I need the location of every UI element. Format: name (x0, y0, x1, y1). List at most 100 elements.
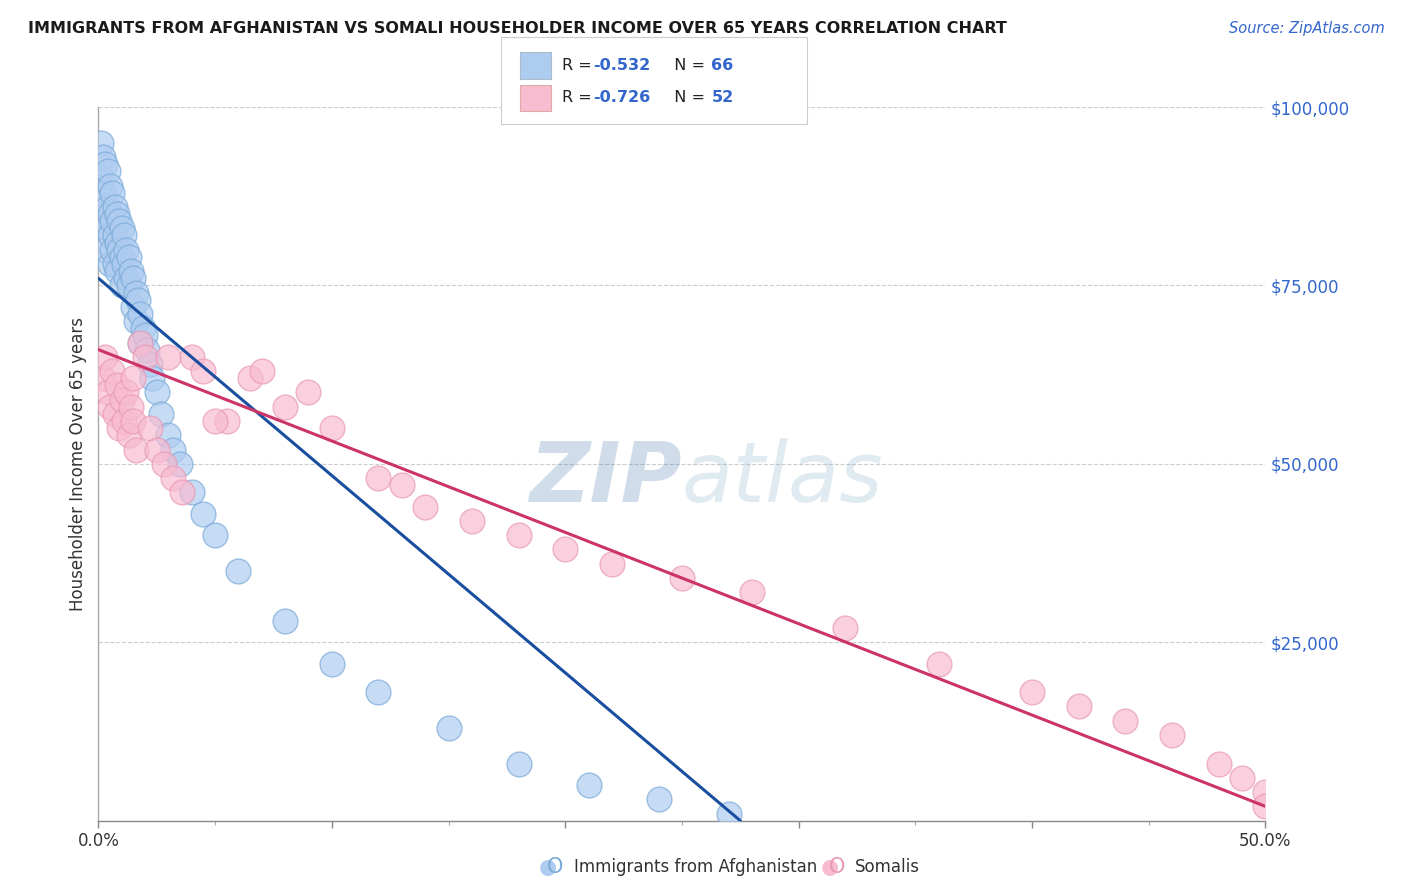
Text: O: O (828, 857, 845, 877)
Point (104, 228, 127, 243)
Point (928, 657, 950, 671)
Point (90, 171, 112, 186)
Point (1254, 785, 1277, 799)
Point (129, 335, 152, 350)
Point (94, 193, 117, 207)
Point (1161, 728, 1184, 742)
Point (118, 278, 141, 293)
Point (115, 243, 138, 257)
Point (122, 414, 145, 428)
Point (413, 500, 436, 514)
Point (741, 585, 763, 599)
Point (1230, 771, 1253, 785)
Text: O: O (547, 857, 564, 877)
Point (578, 778, 600, 792)
Text: R =: R = (562, 58, 598, 73)
Point (98, 257, 121, 271)
Point (129, 335, 152, 350)
Text: Somalis: Somalis (855, 858, 920, 876)
Point (193, 507, 215, 521)
Point (1114, 714, 1136, 728)
Text: 52: 52 (711, 90, 734, 105)
Point (239, 371, 262, 385)
Point (122, 371, 145, 385)
Point (367, 471, 389, 485)
Point (180, 350, 202, 364)
Text: Source: ZipAtlas.com: Source: ZipAtlas.com (1229, 21, 1385, 36)
Point (97, 221, 120, 235)
Point (1208, 756, 1230, 771)
Point (250, 364, 273, 378)
Point (132, 321, 155, 335)
Point (157, 428, 180, 442)
Point (105, 235, 128, 250)
Text: atlas: atlas (682, 438, 883, 518)
Point (169, 457, 191, 471)
Point (97, 200, 120, 214)
Text: Immigrants from Afghanistan: Immigrants from Afghanistan (574, 858, 817, 876)
Point (215, 414, 238, 428)
Point (97, 164, 120, 178)
Text: -0.726: -0.726 (593, 90, 651, 105)
Point (391, 478, 413, 492)
Point (97, 385, 120, 400)
Point (120, 264, 142, 278)
Text: ●: ● (821, 857, 838, 877)
Text: N =: N = (664, 58, 710, 73)
Point (1021, 685, 1043, 699)
Point (437, 721, 460, 735)
Point (115, 271, 138, 285)
Text: -0.532: -0.532 (593, 58, 651, 73)
Point (172, 485, 194, 500)
Point (108, 421, 131, 435)
Point (193, 364, 215, 378)
Text: ●: ● (540, 857, 557, 877)
Point (139, 357, 162, 371)
Point (122, 300, 145, 314)
Point (321, 657, 343, 671)
Point (129, 307, 152, 321)
Point (112, 228, 135, 243)
Point (152, 457, 174, 471)
Point (508, 528, 530, 542)
Point (141, 371, 163, 385)
Point (98, 207, 121, 221)
Point (101, 243, 124, 257)
Point (108, 243, 131, 257)
Point (105, 378, 128, 392)
Point (274, 400, 297, 414)
Point (162, 471, 184, 485)
Point (104, 257, 127, 271)
Point (554, 542, 576, 557)
Point (274, 614, 297, 628)
Text: N =: N = (664, 90, 710, 105)
Point (111, 221, 134, 235)
Point (104, 200, 127, 214)
Point (111, 392, 134, 407)
Point (127, 293, 149, 307)
Point (647, 792, 669, 806)
Point (91, 186, 114, 200)
Point (98, 228, 121, 243)
Point (180, 485, 202, 500)
Point (105, 207, 128, 221)
Point (91, 150, 114, 164)
Y-axis label: Householder Income Over 65 years: Householder Income Over 65 years (69, 317, 87, 611)
Text: R =: R = (562, 90, 598, 105)
Point (1254, 799, 1277, 814)
Point (94, 350, 117, 364)
Point (105, 264, 128, 278)
Text: 66: 66 (711, 58, 734, 73)
Point (94, 243, 117, 257)
Point (125, 314, 148, 328)
Point (101, 186, 124, 200)
Point (134, 328, 156, 343)
Point (94, 214, 117, 228)
Point (1067, 699, 1090, 714)
Point (367, 685, 389, 699)
Point (118, 428, 141, 442)
Text: IMMIGRANTS FROM AFGHANISTAN VS SOMALI HOUSEHOLDER INCOME OVER 65 YEARS CORRELATI: IMMIGRANTS FROM AFGHANISTAN VS SOMALI HO… (28, 21, 1007, 36)
Point (111, 250, 134, 264)
Point (297, 385, 319, 400)
Point (508, 756, 530, 771)
